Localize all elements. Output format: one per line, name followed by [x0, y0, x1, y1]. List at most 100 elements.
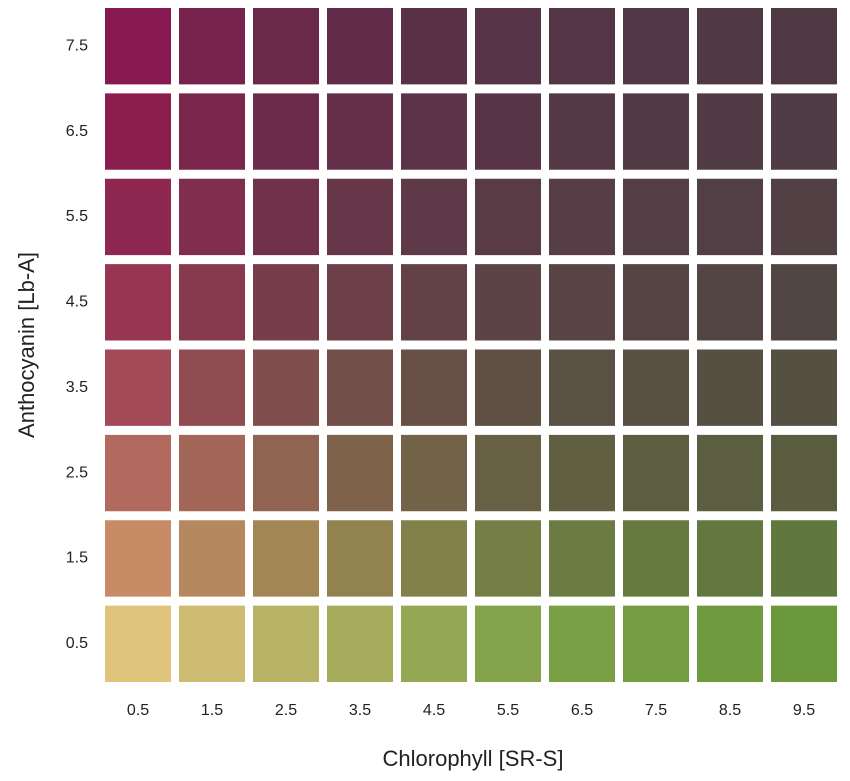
cell — [401, 434, 467, 512]
cell — [623, 605, 689, 682]
cell — [549, 178, 615, 256]
cell — [771, 178, 837, 256]
cell — [623, 434, 689, 512]
cell — [179, 93, 245, 170]
y-axis-title: Anthocyanin [Lb-A] — [14, 252, 39, 438]
cell — [697, 264, 763, 341]
cell — [771, 8, 837, 85]
cell — [401, 605, 467, 682]
cell — [549, 93, 615, 170]
cell — [475, 605, 541, 682]
cell — [327, 264, 393, 341]
x-tick-label: 5.5 — [497, 702, 519, 719]
cell — [771, 434, 837, 512]
cell — [697, 605, 763, 682]
cell — [105, 434, 171, 512]
x-tick-label: 3.5 — [349, 702, 371, 719]
cell — [623, 8, 689, 85]
cell — [623, 264, 689, 341]
cell — [179, 264, 245, 341]
cell — [697, 434, 763, 512]
y-tick-label: 5.5 — [66, 208, 88, 225]
cell — [475, 264, 541, 341]
cell — [549, 520, 615, 597]
cell — [105, 8, 171, 85]
cell — [623, 178, 689, 256]
y-tick-label: 3.5 — [66, 379, 88, 396]
cell — [697, 178, 763, 256]
cell — [327, 93, 393, 170]
cell — [549, 349, 615, 426]
cell — [105, 349, 171, 426]
x-tick-label: 8.5 — [719, 702, 741, 719]
cell — [105, 605, 171, 682]
cell — [549, 605, 615, 682]
cell — [771, 93, 837, 170]
cell — [253, 605, 319, 682]
x-tick-label: 7.5 — [645, 702, 667, 719]
x-tick-label: 9.5 — [793, 702, 815, 719]
cell — [623, 349, 689, 426]
cell — [475, 520, 541, 597]
cell — [401, 8, 467, 85]
cell — [105, 93, 171, 170]
y-tick-label: 6.5 — [66, 123, 88, 140]
y-tick-label: 1.5 — [66, 550, 88, 567]
cell — [105, 178, 171, 256]
y-tick-label: 2.5 — [66, 464, 88, 481]
x-tick-label: 2.5 — [275, 702, 297, 719]
cell — [549, 264, 615, 341]
x-axis-title: Chlorophyll [SR-S] — [383, 746, 564, 771]
cell — [179, 434, 245, 512]
cell — [253, 264, 319, 341]
cell — [475, 8, 541, 85]
cell — [327, 8, 393, 85]
cell — [697, 349, 763, 426]
x-tick-label: 1.5 — [201, 702, 223, 719]
x-tick-label: 0.5 — [127, 702, 149, 719]
cell — [623, 520, 689, 597]
cell — [475, 434, 541, 512]
x-tick-label: 6.5 — [571, 702, 593, 719]
cell — [475, 93, 541, 170]
cell — [697, 93, 763, 170]
cell — [327, 178, 393, 256]
cell — [253, 93, 319, 170]
cell — [179, 520, 245, 597]
cell — [105, 520, 171, 597]
cell — [771, 349, 837, 426]
cell — [401, 264, 467, 341]
cell — [771, 264, 837, 341]
y-tick-label: 7.5 — [66, 37, 88, 54]
cell — [475, 349, 541, 426]
cell — [179, 605, 245, 682]
cell — [253, 8, 319, 85]
y-tick-label: 0.5 — [66, 635, 88, 652]
cell — [327, 605, 393, 682]
cell — [327, 349, 393, 426]
cell — [179, 349, 245, 426]
cell — [697, 8, 763, 85]
cell — [697, 520, 763, 597]
y-tick-label: 4.5 — [66, 294, 88, 311]
cell — [549, 434, 615, 512]
cell — [771, 520, 837, 597]
cell — [105, 264, 171, 341]
x-tick-label: 4.5 — [423, 702, 445, 719]
cell — [253, 178, 319, 256]
cell — [549, 8, 615, 85]
cell — [253, 434, 319, 512]
cell — [179, 178, 245, 256]
cell — [179, 8, 245, 85]
cell — [327, 520, 393, 597]
cell — [401, 520, 467, 597]
cell — [771, 605, 837, 682]
cell — [253, 349, 319, 426]
cell — [401, 178, 467, 256]
cell — [623, 93, 689, 170]
cell — [327, 434, 393, 512]
cell — [401, 349, 467, 426]
cell — [253, 520, 319, 597]
cell — [475, 178, 541, 256]
